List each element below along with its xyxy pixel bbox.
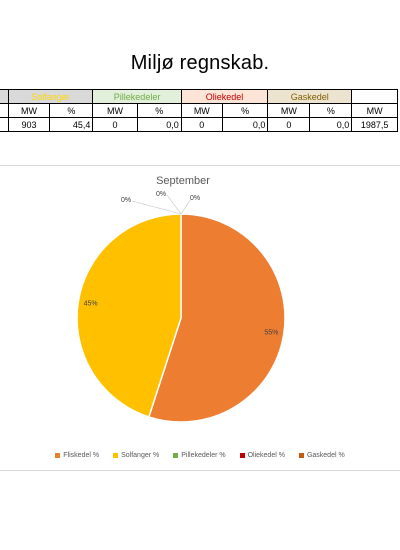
legend-label: Pillekedeler % — [181, 452, 226, 459]
value-cell: 0 — [92, 117, 138, 132]
legend-label: Oliekedel % — [247, 452, 285, 459]
legend-label: Fliskedel % — [63, 452, 100, 459]
value-cell: 1987,5 — [351, 117, 398, 132]
value-cell: 0,0 — [221, 117, 269, 132]
value-cell: 0 — [267, 117, 311, 132]
value-cell: 45,4 — [49, 117, 94, 132]
value-cell: 0,0 — [136, 117, 182, 132]
chart-legend: Fliskedel % Solfanger % Pillekedeler % Olie… — [0, 452, 400, 459]
leader-line-gaskedel — [180, 198, 192, 215]
table-value-row: 903 45,4 0 0,0 0 0,0 0 0,0 1987,5 — [0, 117, 398, 132]
value-cell: 0,0 — [309, 117, 353, 132]
chart-title: September — [156, 175, 210, 187]
data-label-fliskedel: 55% — [264, 329, 278, 336]
data-label-solfanger: 45% — [84, 301, 98, 308]
legend-item-pillekedeler: Pillekedeler % — [173, 452, 226, 459]
legend-swatch — [173, 453, 179, 458]
group-cell-oliekedel: Oliekedel — [180, 89, 269, 104]
legend-item-gaskedel: Gaskedel % — [298, 452, 345, 459]
legend-label: Gaskedel % — [306, 452, 345, 459]
pie-slice-solfanger — [76, 213, 182, 418]
data-label-pillekedeler: 0% — [121, 197, 131, 204]
group-cell-pillekedeler: Pillekedeler — [92, 89, 182, 104]
summary-table: Solfanger Pillekedeler Oliekedel Gaskede… — [0, 89, 398, 132]
leader-line-pillekedeler — [131, 200, 182, 215]
legend-item-fliskedel: Fliskedel % — [55, 452, 99, 459]
data-label-gaskedel: 0% — [190, 195, 200, 202]
legend-swatch — [55, 453, 61, 458]
legend-item-solfanger: Solfanger % — [113, 452, 159, 459]
unit-cell: MW — [351, 103, 398, 118]
legend-label: Solfanger % — [121, 452, 160, 459]
page-title: Miljø regnskab. — [130, 52, 270, 74]
legend-swatch — [298, 453, 304, 458]
legend-item-oliekedel: Oliekedel % — [239, 452, 285, 459]
data-label-oliekedel: 0% — [156, 191, 166, 198]
pie-slice-fliskedel — [147, 213, 286, 423]
legend-swatch — [113, 453, 119, 458]
table-unit-row: MW % MW % MW % MW % MW — [0, 103, 398, 118]
group-cell-solfanger: Solfanger — [7, 89, 94, 104]
leader-line-oliekedel — [166, 194, 182, 215]
legend-swatch — [239, 453, 245, 458]
table-group-row: Solfanger Pillekedeler Oliekedel Gaskede… — [0, 89, 398, 104]
group-cell-gaskedel: Gaskedel — [267, 89, 353, 104]
